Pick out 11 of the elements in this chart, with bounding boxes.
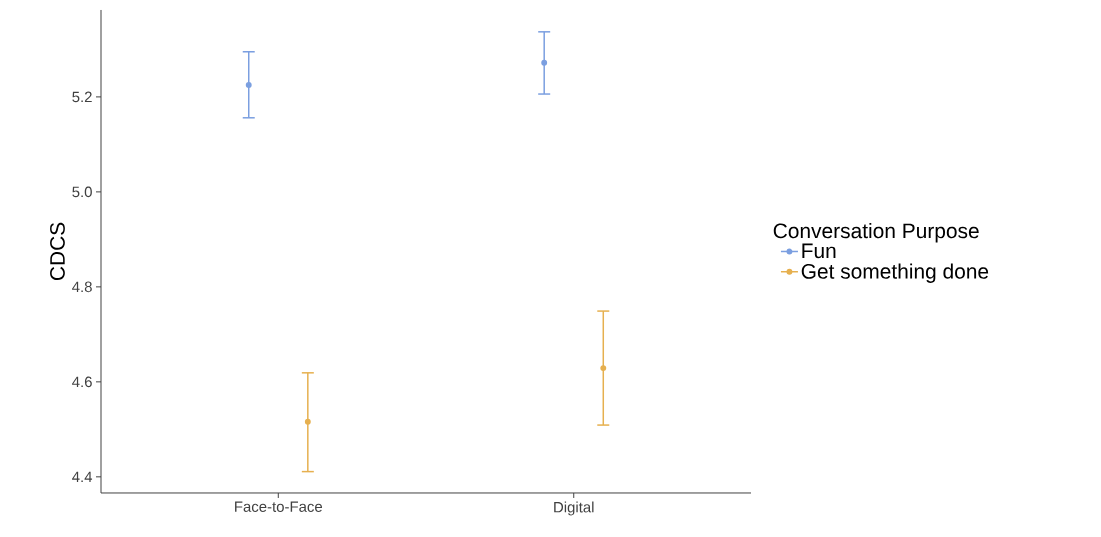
x-tick-label: Face-to-Face (235, 501, 323, 512)
y-tick-label: 5.2 (72, 91, 92, 103)
y-axis-title: CDCS (50, 222, 65, 281)
y-tick-label: 4.4 (72, 471, 93, 482)
y-tick-label: 4.8 (72, 281, 92, 293)
y-tick-label: 4.6 (72, 376, 92, 388)
y-tick-label: 5.0 (72, 186, 92, 198)
legend-label: Get something done (801, 263, 989, 283)
legend-title: Conversation Purpose (773, 222, 979, 243)
x-tick-label: Digital (554, 501, 594, 516)
legend-label: Fun (802, 243, 836, 259)
